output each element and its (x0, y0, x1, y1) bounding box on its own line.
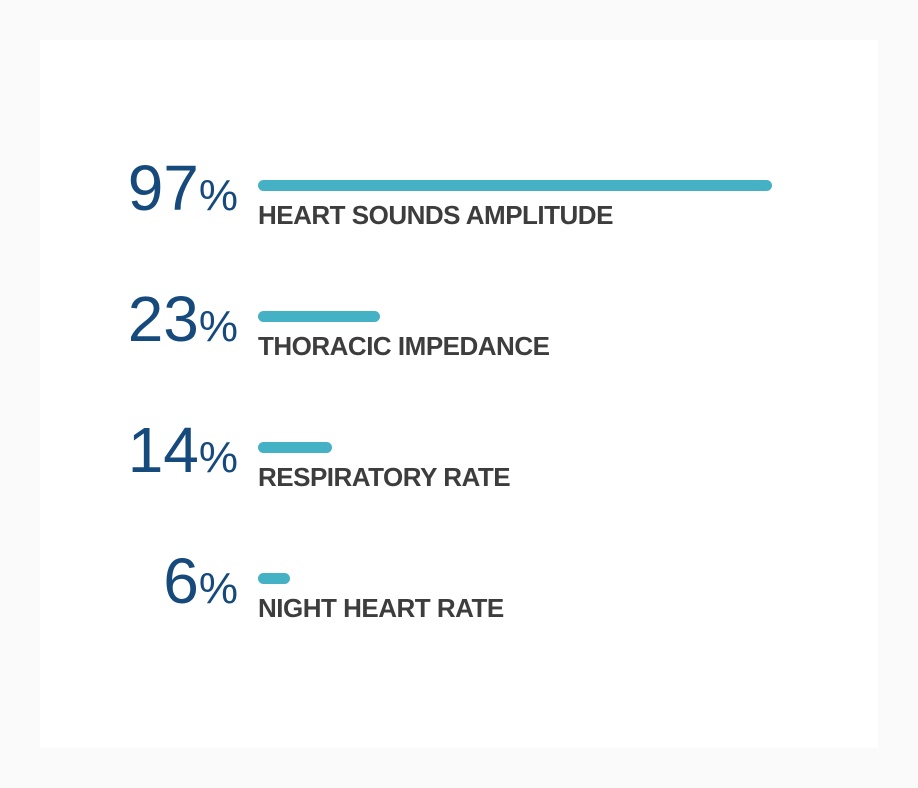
percent-sign: % (198, 564, 238, 613)
bar-thoracic-impedance (258, 311, 380, 322)
bar-track (258, 442, 788, 453)
bar-night-heart-rate (258, 573, 290, 584)
value-night-heart-rate: 6% (100, 549, 238, 613)
bar-track (258, 311, 788, 322)
percent-sign: % (198, 171, 238, 220)
chart-row-heart-sounds-amplitude: 97% HEART SOUNDS AMPLITUDE (100, 156, 878, 238)
bar-heart-sounds-amplitude (258, 180, 773, 191)
chart-row-respiratory-rate: 14% RESPIRATORY RATE (100, 418, 878, 500)
value-number: 23 (127, 283, 199, 355)
value-number: 97 (127, 152, 199, 224)
metrics-bar-chart: 97% HEART SOUNDS AMPLITUDE 23% THORACIC … (40, 40, 878, 631)
chart-row-night-heart-rate: 6% NIGHT HEART RATE (100, 549, 878, 631)
value-heart-sounds-amplitude: 97% (100, 156, 238, 220)
bar-respiratory-rate (258, 442, 333, 453)
chart-row-thoracic-impedance: 23% THORACIC IMPEDANCE (100, 287, 878, 369)
value-number: 6 (163, 545, 199, 617)
label-heart-sounds-amplitude: HEART SOUNDS AMPLITUDE (258, 200, 613, 230)
percent-sign: % (198, 302, 238, 351)
bar-track (258, 180, 788, 191)
value-respiratory-rate: 14% (100, 418, 238, 482)
label-night-heart-rate: NIGHT HEART RATE (258, 593, 504, 623)
chart-card: 97% HEART SOUNDS AMPLITUDE 23% THORACIC … (40, 40, 878, 748)
label-respiratory-rate: RESPIRATORY RATE (258, 462, 511, 492)
value-thoracic-impedance: 23% (100, 287, 238, 351)
percent-sign: % (198, 433, 238, 482)
value-number: 14 (127, 414, 199, 486)
bar-track (258, 573, 788, 584)
label-thoracic-impedance: THORACIC IMPEDANCE (258, 331, 550, 361)
